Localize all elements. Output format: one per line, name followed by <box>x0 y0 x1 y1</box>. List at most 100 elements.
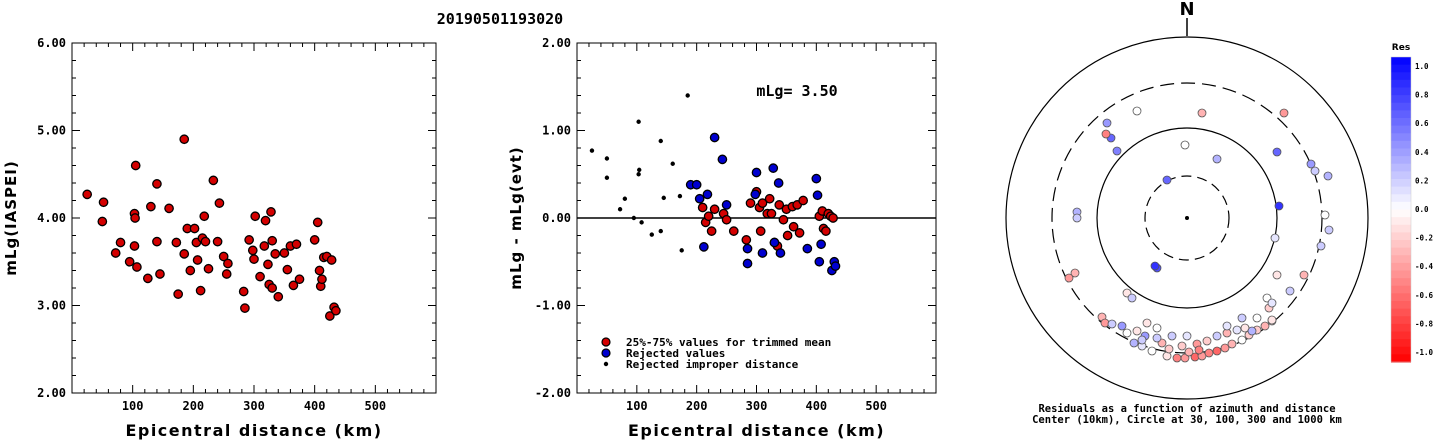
colorbar-segment <box>1391 57 1411 66</box>
data-point <box>129 241 140 251</box>
colorbar-segment <box>1391 125 1411 134</box>
data-point <box>279 248 290 258</box>
residual-point <box>1167 331 1177 341</box>
colorbar-segment <box>1391 95 1411 104</box>
data-point-rejected <box>694 193 705 204</box>
colorbar-segment <box>1391 201 1411 211</box>
data-point-rejected-distance <box>639 220 644 225</box>
data-point <box>142 273 153 284</box>
colorbar-segment <box>1391 255 1411 264</box>
circle-30km <box>1144 175 1230 261</box>
residual-point <box>1101 129 1111 139</box>
data-point-trimmed <box>774 200 785 210</box>
data-point-rejected-distance <box>658 138 663 144</box>
residual-point <box>1212 346 1222 356</box>
data-point <box>155 269 165 279</box>
data-point-rejected <box>769 237 780 248</box>
y-tick-label: -2.00 <box>535 386 571 400</box>
data-point-rejected <box>816 239 826 250</box>
residual-point <box>1279 108 1289 118</box>
colorbar-segment <box>1391 148 1411 157</box>
y-tick-label: 2.00 <box>37 386 66 400</box>
data-point-rejected-distance <box>604 156 610 161</box>
data-point <box>214 198 225 208</box>
circle-100km <box>1096 127 1278 309</box>
y-tick-label: 6.00 <box>37 36 66 50</box>
data-point-rejected <box>757 248 768 258</box>
data-point <box>97 216 108 227</box>
data-point-rejected <box>709 132 720 143</box>
colorbar-segment <box>1391 209 1411 218</box>
data-point-trimmed <box>766 208 777 219</box>
colorbar-segment <box>1391 163 1411 172</box>
colorbar-segment <box>1391 346 1411 355</box>
x-tick-label: 400 <box>805 399 827 413</box>
residual-point <box>1184 347 1194 357</box>
colorbar-segment <box>1391 179 1411 188</box>
data-point <box>164 203 174 214</box>
data-point <box>218 251 229 262</box>
colorbar-segment <box>1391 133 1411 142</box>
y-tick-label: 4.00 <box>37 211 66 225</box>
data-point-trimmed <box>706 226 717 236</box>
data-point <box>324 311 335 321</box>
data-point-trimmed <box>721 214 732 225</box>
data-point <box>267 235 278 246</box>
residual-point <box>1150 261 1160 271</box>
data-point <box>238 286 249 297</box>
residual-point <box>1267 298 1277 308</box>
colorbar-segment <box>1391 186 1411 195</box>
colorbar-tick-label: 0.6 <box>1415 119 1429 128</box>
residual-point <box>1102 118 1112 128</box>
data-point-trimmed <box>697 202 708 213</box>
colorbar-segment <box>1391 64 1411 73</box>
data-point-rejected-distance <box>622 196 628 201</box>
data-point <box>179 134 190 145</box>
colorbar-frame <box>1390 56 1412 363</box>
data-point-rejected-distance <box>661 195 666 201</box>
mlg-annotation: mLg= 3.50 <box>756 82 837 100</box>
residual-point <box>1202 336 1212 346</box>
panel-residual-vs-distance: 100 200 300 400 500 -2.00 -1.00 0.00 1.00 2.00 Epi… <box>507 36 937 440</box>
residual-point <box>1127 293 1137 303</box>
north-label: N <box>1179 0 1194 20</box>
data-point <box>282 264 293 275</box>
residual-point <box>1137 335 1147 345</box>
residual-point <box>1172 353 1182 363</box>
y-axis-label: mLg(IASPEI) <box>2 160 20 275</box>
data-point-rejected-distance <box>589 148 595 153</box>
colorbar-segment <box>1391 79 1411 89</box>
colorbar-tick-label: -0.6 <box>1415 291 1434 300</box>
data-point <box>212 236 223 247</box>
data-point-trimmed <box>745 198 756 208</box>
colorbar-segment <box>1391 301 1411 310</box>
data-point <box>255 271 265 282</box>
x-tick-label: 400 <box>304 399 326 413</box>
data-point-rejected <box>717 154 728 165</box>
data-point <box>203 263 214 274</box>
data-point-rejected <box>742 258 753 269</box>
residual-point <box>1252 313 1262 323</box>
data-point-trimmed <box>778 214 789 225</box>
residual-point <box>1306 159 1316 169</box>
colorbar-tick-label: 0.4 <box>1415 148 1429 157</box>
data-point-rejected <box>691 179 702 190</box>
data-point-rejected <box>768 163 779 173</box>
data-point <box>130 213 140 223</box>
data-point <box>192 255 203 265</box>
data-point-rejected-distance <box>636 172 641 177</box>
colorbar-tick-label: -0.8 <box>1415 319 1434 328</box>
colorbar-tick-label: 1.0 <box>1415 62 1429 71</box>
data-point <box>152 236 162 247</box>
data-point <box>189 223 200 234</box>
data-point-rejected-distance <box>604 175 610 180</box>
data-point-rejected-distance <box>677 193 683 199</box>
x-tick-label: 500 <box>865 399 887 413</box>
x-tick-label: 200 <box>182 399 204 413</box>
colorbar-tick-label: -0.2 <box>1415 234 1433 243</box>
colorbar-segment <box>1391 316 1411 325</box>
x-tick-label: 300 <box>243 399 265 413</box>
residual-point <box>1220 343 1230 353</box>
data-point-trimmed <box>728 226 739 236</box>
